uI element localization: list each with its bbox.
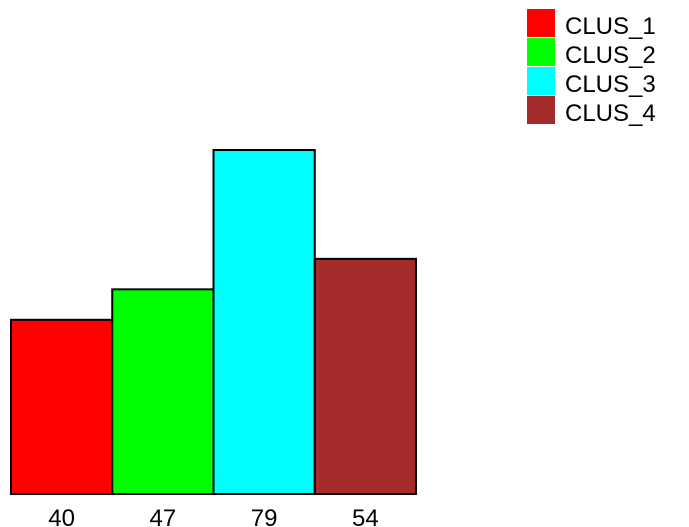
legend-label: CLUS_2: [565, 42, 656, 69]
legend-swatch: [527, 38, 555, 66]
legend-label: CLUS_4: [565, 100, 656, 127]
legend-swatch: [527, 96, 555, 124]
tick-labels-group: 40 47 79 54: [48, 505, 378, 527]
legend-swatch: [527, 9, 555, 37]
bars-group: [10, 149, 417, 495]
bar-clus-3: [212, 149, 316, 495]
legend-swatch: [527, 67, 555, 95]
bar-clus-1: [10, 318, 114, 495]
bar-value-label: 79: [251, 505, 278, 527]
bar-value-label: 54: [352, 505, 379, 527]
bar-value-label: 47: [150, 505, 177, 527]
bar-value-label: 40: [48, 505, 75, 527]
legend-label: CLUS_3: [565, 71, 656, 98]
bar-clus-2: [111, 288, 215, 495]
legend-label: CLUS_1: [565, 13, 656, 40]
bar-clus-4: [313, 257, 417, 495]
